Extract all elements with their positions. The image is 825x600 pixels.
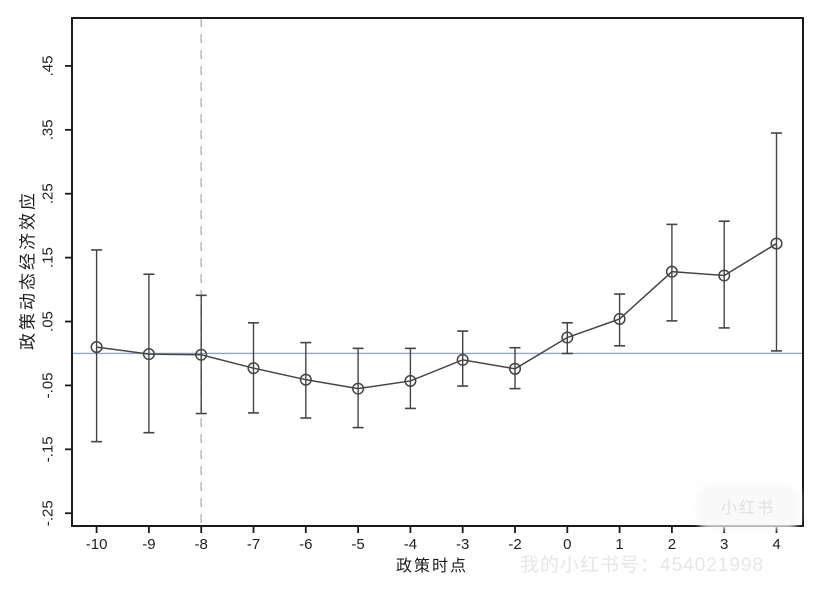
x-tick-label: -4 — [404, 536, 417, 553]
x-tick-label: -8 — [195, 536, 208, 553]
x-tick-label: 0 — [563, 536, 571, 553]
estimate-point-marker — [90, 341, 103, 354]
estimate-point-marker — [665, 265, 678, 278]
x-tick-label: -5 — [351, 536, 364, 553]
estimate-point-marker — [142, 348, 155, 361]
estimate-point-marker — [404, 374, 417, 387]
estimate-point-marker — [352, 382, 365, 395]
y-tick-label: -.15 — [40, 436, 57, 462]
y-tick-label: .05 — [40, 311, 57, 332]
badge-label: 小红书 — [720, 500, 775, 517]
x-axis-title: 政策时点 — [395, 558, 469, 575]
y-tick-label: .35 — [40, 119, 57, 140]
x-tick-label: -2 — [508, 536, 521, 553]
x-tick-label: -7 — [247, 536, 260, 553]
xiaohongshu-badge-watermark: 小红书 — [700, 487, 796, 525]
estimate-point-marker — [718, 269, 731, 282]
x-tick-label: -6 — [299, 536, 312, 553]
y-tick-label: .45 — [40, 55, 57, 76]
watermark-text: 我的小红书号：454021998 — [520, 555, 765, 576]
estimate-point-marker — [613, 312, 626, 326]
y-axis-title: 政策动态经济效应 — [18, 190, 38, 350]
estimate-point-marker — [456, 353, 469, 366]
estimate-point-marker — [299, 373, 312, 386]
y-tick-label: .25 — [40, 183, 57, 204]
x-tick-label: -3 — [456, 536, 469, 553]
estimate-point-marker — [508, 362, 522, 375]
y-tick-label: .15 — [40, 247, 57, 268]
estimate-point-marker — [247, 362, 260, 375]
y-tick-label: -.25 — [40, 500, 57, 526]
estimate-line — [96, 242, 777, 390]
x-tick-label: -10 — [86, 536, 108, 553]
x-tick-label: 1 — [615, 536, 623, 553]
x-tick-label: 4 — [772, 536, 780, 553]
x-tick-label: 2 — [668, 536, 676, 553]
x-tick-label: -9 — [142, 536, 155, 553]
estimate-point-marker — [195, 348, 208, 361]
estimate-point-marker — [561, 331, 574, 344]
estimate-point-marker — [770, 237, 783, 250]
y-tick-label: -.05 — [40, 372, 57, 398]
x-tick-label: 3 — [720, 536, 728, 553]
plot-frame — [71, 17, 804, 527]
